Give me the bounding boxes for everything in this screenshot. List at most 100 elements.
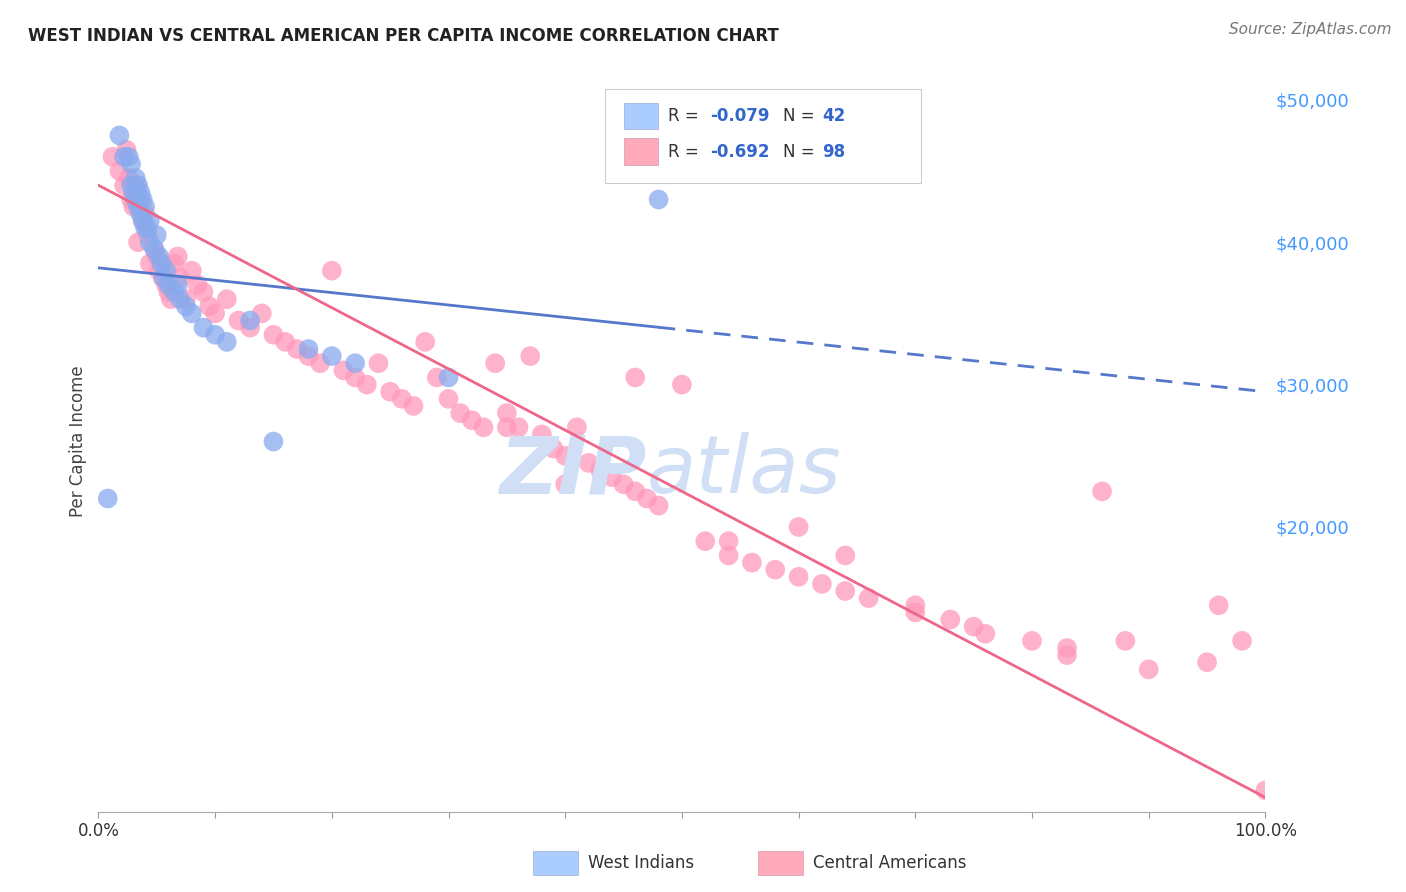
Point <box>904 599 927 613</box>
Point <box>565 420 588 434</box>
Text: N =: N = <box>783 143 820 161</box>
Point <box>139 214 162 228</box>
Point <box>402 399 425 413</box>
Point <box>763 563 786 577</box>
Point <box>127 178 149 193</box>
Point <box>148 263 170 277</box>
Point <box>228 313 250 327</box>
Point <box>449 406 471 420</box>
Point <box>939 613 962 627</box>
Point <box>150 256 173 270</box>
Point <box>1254 783 1277 797</box>
Point <box>163 256 186 270</box>
Point <box>166 249 188 264</box>
Point <box>437 370 460 384</box>
Point <box>134 207 156 221</box>
Point <box>108 128 131 143</box>
Point <box>146 228 169 243</box>
Text: R =: R = <box>668 107 704 125</box>
Point <box>624 484 647 499</box>
Point <box>380 384 402 399</box>
Point <box>274 334 297 349</box>
Point <box>811 577 834 591</box>
Point <box>543 442 565 456</box>
Point <box>122 186 145 200</box>
Point <box>155 263 177 277</box>
Point <box>157 285 180 299</box>
Point <box>239 313 262 327</box>
Point <box>262 327 284 342</box>
Point <box>152 270 174 285</box>
Point <box>146 249 169 264</box>
Point <box>297 342 319 356</box>
Text: Source: ZipAtlas.com: Source: ZipAtlas.com <box>1229 22 1392 37</box>
Point <box>132 214 155 228</box>
Point <box>193 320 215 334</box>
Point <box>112 150 135 164</box>
Point <box>391 392 413 406</box>
Point <box>1208 599 1230 613</box>
Text: atlas: atlas <box>647 432 842 510</box>
Point <box>136 228 159 243</box>
Point <box>834 549 856 563</box>
Point <box>484 356 506 370</box>
Point <box>554 477 576 491</box>
Point <box>152 270 174 285</box>
Point <box>321 263 343 277</box>
Point <box>472 420 495 434</box>
Point <box>174 292 197 306</box>
Point <box>180 263 202 277</box>
Point <box>215 292 238 306</box>
Point <box>204 306 226 320</box>
Text: -0.079: -0.079 <box>710 107 769 125</box>
Point <box>356 377 378 392</box>
Point <box>163 285 186 299</box>
Text: West Indians: West Indians <box>588 855 693 872</box>
Point <box>134 200 156 214</box>
Point <box>461 413 484 427</box>
Point <box>834 584 856 599</box>
Point <box>647 193 669 207</box>
Point <box>787 520 810 534</box>
Text: 98: 98 <box>823 143 845 161</box>
Text: N =: N = <box>783 107 820 125</box>
Point <box>112 178 135 193</box>
Point <box>530 427 553 442</box>
Point <box>636 491 658 506</box>
Text: 42: 42 <box>823 107 846 125</box>
Point <box>166 277 188 292</box>
Point <box>519 349 541 363</box>
Point <box>297 349 319 363</box>
Point <box>717 534 740 549</box>
Point <box>1056 648 1078 662</box>
Point <box>129 186 152 200</box>
Point <box>129 207 152 221</box>
Point <box>122 200 145 214</box>
Point <box>578 456 600 470</box>
Point <box>127 235 149 250</box>
Point <box>134 221 156 235</box>
Text: Central Americans: Central Americans <box>813 855 966 872</box>
Point <box>115 143 138 157</box>
Point <box>155 277 177 292</box>
Point <box>139 256 162 270</box>
Point <box>239 320 262 334</box>
Point <box>858 591 880 606</box>
Point <box>136 221 159 235</box>
Y-axis label: Per Capita Income: Per Capita Income <box>69 366 87 517</box>
Point <box>962 619 984 633</box>
Point <box>215 334 238 349</box>
Point <box>496 420 519 434</box>
Point <box>132 193 155 207</box>
Text: -0.692: -0.692 <box>710 143 769 161</box>
Point <box>169 292 191 306</box>
Point <box>647 499 669 513</box>
Point <box>974 626 997 640</box>
Point <box>508 420 530 434</box>
Point <box>624 370 647 384</box>
Point <box>132 214 155 228</box>
Point <box>159 292 181 306</box>
Point <box>169 270 191 285</box>
Point <box>613 477 636 491</box>
Point <box>344 370 367 384</box>
